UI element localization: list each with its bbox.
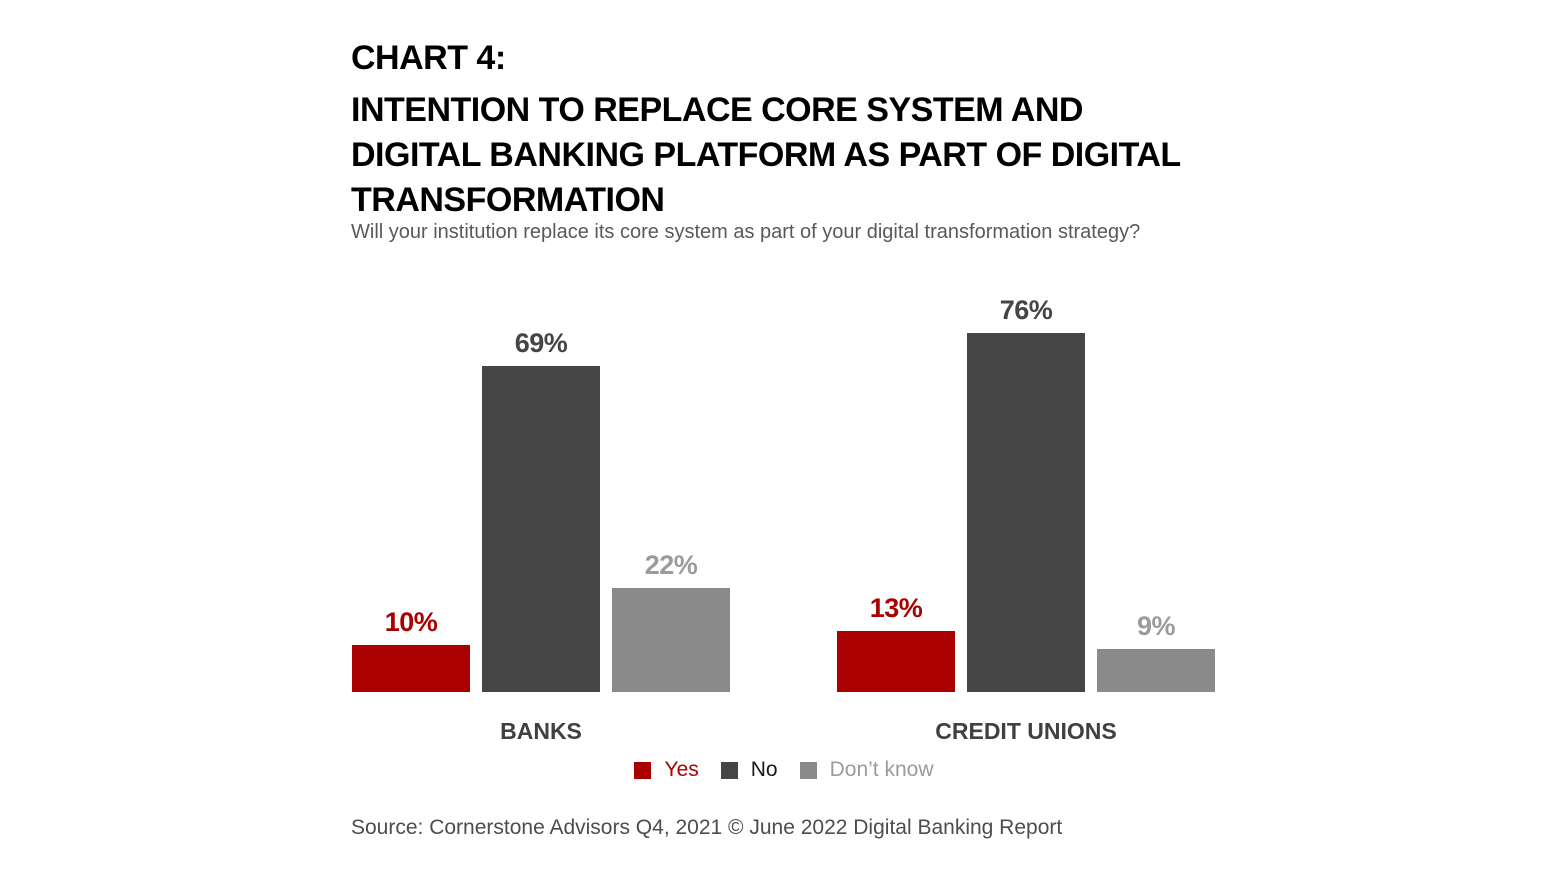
bar-credit-unions-yes bbox=[837, 631, 955, 692]
bar-banks-yes bbox=[352, 645, 470, 692]
value-label-credit-unions-yes: 13% bbox=[869, 593, 923, 623]
chart-title-line-2: DIGITAL BANKING PLATFORM AS PART OF DIGI… bbox=[351, 136, 1181, 174]
legend-swatch-no bbox=[720, 761, 738, 779]
legend-swatch-don-t-know bbox=[799, 761, 817, 779]
bar-banks-don-t-know bbox=[612, 588, 730, 692]
bar-banks-no bbox=[482, 366, 600, 692]
value-label-banks-don-t-know: 22% bbox=[644, 550, 698, 580]
legend-label-no: No bbox=[750, 758, 778, 781]
legend-item-don-t-know: Don’t know bbox=[799, 758, 934, 782]
legend-label-yes: Yes bbox=[664, 758, 699, 781]
category-label-credit-unions: CREDIT UNIONS bbox=[935, 718, 1117, 744]
value-label-credit-unions-no: 76% bbox=[999, 295, 1053, 325]
source-note: Source: Cornerstone Advisors Q4, 2021 © … bbox=[351, 816, 1063, 839]
legend-item-yes: Yes bbox=[634, 758, 699, 782]
bar-credit-unions-no bbox=[967, 333, 1085, 692]
chart-legend: Yes No Don’t know bbox=[0, 758, 1568, 782]
chart-title: INTENTION TO REPLACE CORE SYSTEM AND DIG… bbox=[351, 88, 1181, 223]
value-label-banks-no: 69% bbox=[514, 328, 568, 358]
chart-title-line-3: TRANSFORMATION bbox=[351, 181, 665, 219]
category-label-banks: BANKS bbox=[500, 718, 582, 744]
bar-chart-plot-area: 10% 69% 22% 13% 76% 9% bbox=[351, 290, 1219, 692]
bar-credit-unions-don-t-know bbox=[1097, 649, 1215, 692]
chart-number-heading: CHART 4: bbox=[351, 39, 506, 77]
legend-item-no: No bbox=[720, 758, 778, 782]
value-label-banks-yes: 10% bbox=[384, 607, 438, 637]
value-label-credit-unions-don-t-know: 9% bbox=[1136, 611, 1176, 641]
legend-swatch-yes bbox=[634, 761, 652, 779]
chart-title-line-1: INTENTION TO REPLACE CORE SYSTEM AND bbox=[351, 91, 1083, 129]
chart-subtitle: Will your institution replace its core s… bbox=[351, 221, 1141, 243]
legend-label-don-t-know: Don’t know bbox=[829, 758, 934, 781]
